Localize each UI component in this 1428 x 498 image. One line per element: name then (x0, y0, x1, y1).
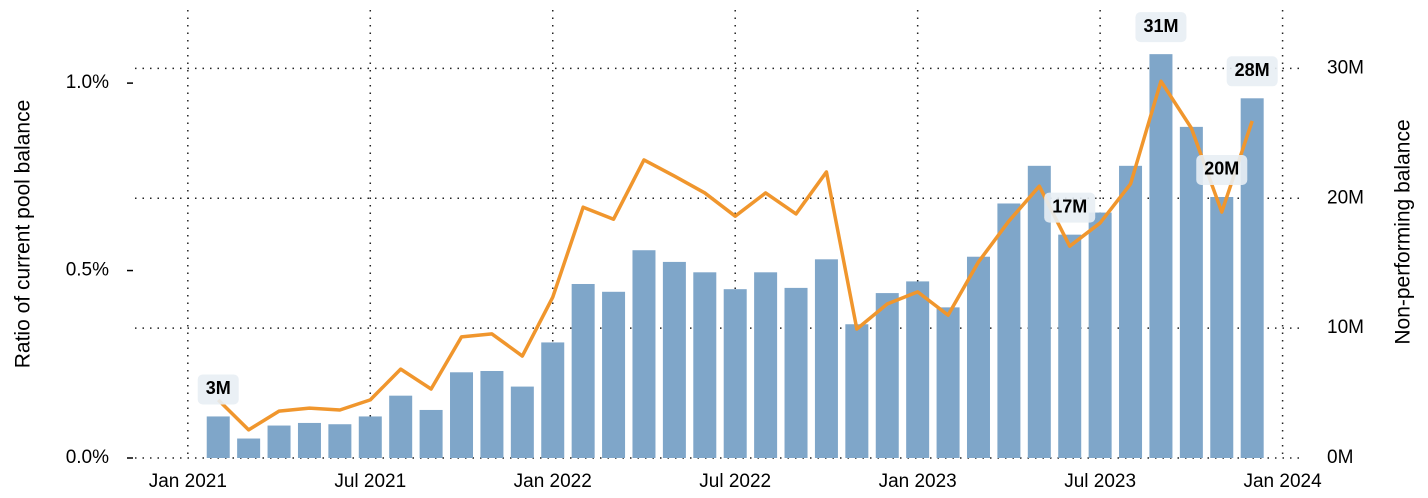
x-tick-label: Jan 2024 (1243, 471, 1322, 492)
bar (1179, 126, 1203, 458)
bar (1210, 196, 1234, 458)
data-label-box (1196, 154, 1248, 185)
bar (845, 324, 869, 458)
y-tick-label: 0.5% (66, 260, 109, 281)
bar (541, 342, 565, 458)
data-label: 20M (1204, 159, 1239, 179)
x-tick-label: Jul 2022 (699, 471, 771, 492)
bar (784, 287, 808, 458)
bar (206, 416, 230, 458)
bar (1027, 165, 1051, 458)
data-label-box (197, 374, 239, 405)
bar (571, 283, 595, 458)
bar (997, 203, 1021, 458)
bar (662, 261, 686, 458)
data-label: 3M (206, 378, 231, 398)
x-tick-label: Jan 2022 (514, 471, 592, 492)
y2-tick-label: 0M (1327, 447, 1353, 468)
x-tick-label: Jan 2023 (879, 471, 957, 492)
bar (693, 272, 717, 458)
bar (1058, 234, 1082, 458)
y2-tick-label: 10M (1327, 317, 1364, 338)
bar (723, 289, 747, 458)
y-axis-label: Ratio of current pool balance (12, 100, 35, 369)
y-tick-label: 0.0% (66, 447, 109, 468)
bar (1119, 165, 1143, 458)
bar (1088, 212, 1112, 458)
y2-axis-label: Non-performing balance (1392, 119, 1415, 344)
data-label: 31M (1143, 16, 1178, 36)
line (217, 79, 1254, 432)
x-tick-label: Jan 2021 (149, 471, 227, 492)
bar (450, 372, 474, 458)
bar (602, 291, 626, 458)
bar (389, 395, 413, 458)
bar (754, 272, 778, 458)
y2-tick-label: 30M (1327, 57, 1364, 78)
bar (875, 293, 899, 458)
x-tick-label: Jul 2023 (1064, 471, 1136, 492)
x-tick-label: Jul 2021 (334, 471, 406, 492)
bar (480, 370, 504, 458)
bar (1149, 54, 1173, 458)
bar (906, 281, 930, 458)
bar (328, 424, 352, 458)
bar (966, 256, 990, 458)
data-label-box (1044, 192, 1096, 223)
bar (936, 307, 960, 458)
bar (419, 409, 443, 458)
bar (632, 250, 656, 458)
bar (814, 259, 838, 458)
bar (1240, 98, 1264, 458)
y-tick-label: 1.0% (66, 72, 109, 93)
bar (358, 416, 382, 458)
data-label-box (1135, 12, 1187, 43)
data-label-box (1226, 56, 1278, 87)
bar (237, 438, 261, 458)
data-label: 17M (1052, 196, 1087, 216)
y2-tick-label: 20M (1327, 187, 1364, 208)
bar (267, 425, 291, 458)
bar (510, 386, 534, 458)
bar (297, 422, 321, 458)
data-label: 28M (1235, 60, 1270, 80)
